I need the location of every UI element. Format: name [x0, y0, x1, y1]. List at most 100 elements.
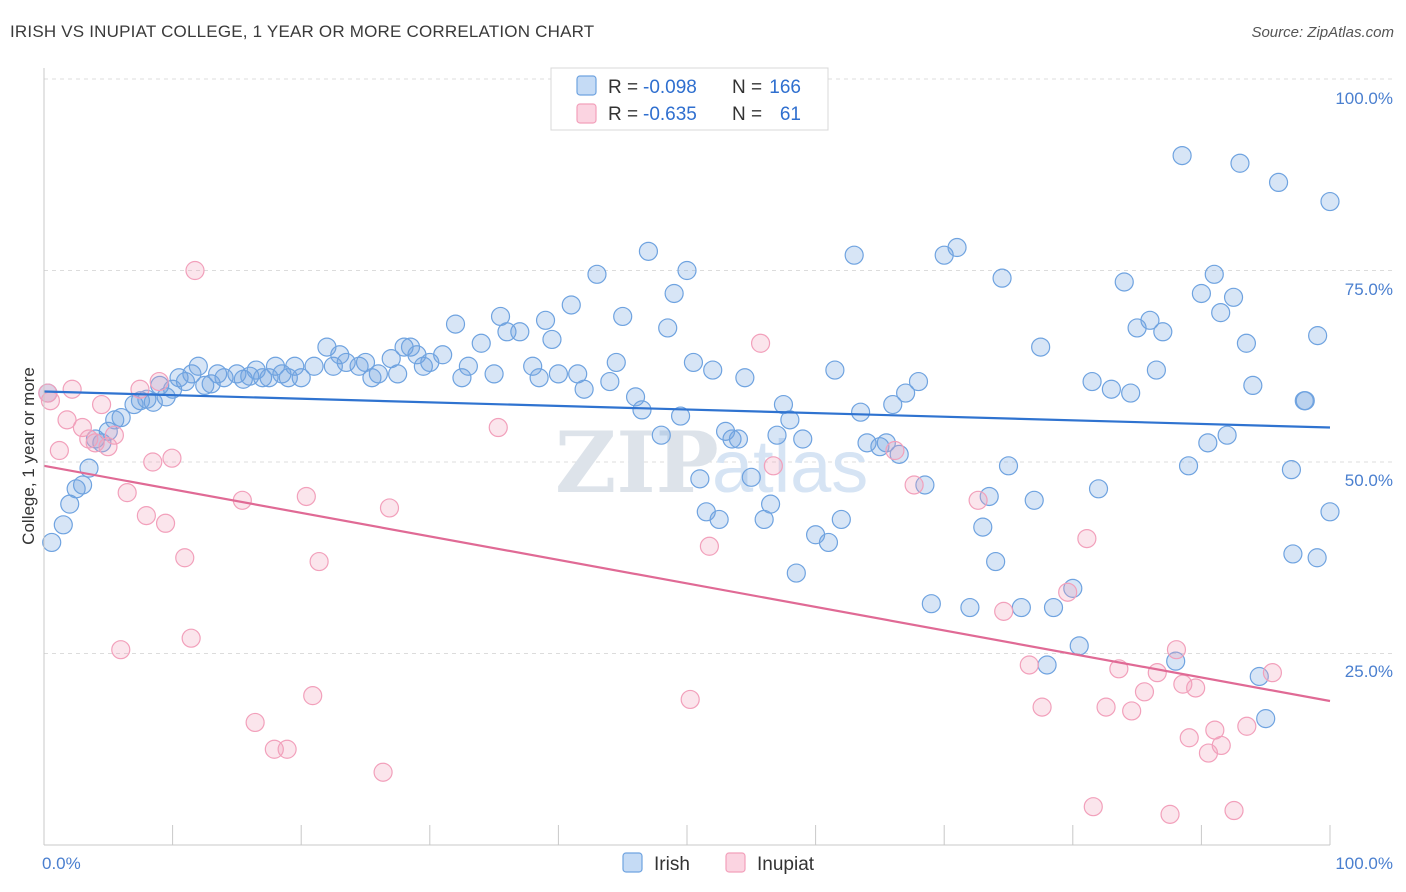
- inupiat-point: [885, 440, 905, 461]
- irish-point: [304, 356, 324, 376]
- inupiat-points: [38, 260, 1283, 824]
- irish-point: [195, 375, 215, 395]
- irish-point: [1307, 548, 1327, 568]
- irish-point: [664, 283, 684, 304]
- irish-point: [458, 356, 478, 376]
- svg-text:atlas: atlas: [712, 425, 868, 508]
- inupiat-point: [181, 628, 201, 648]
- irish-point: [767, 425, 787, 445]
- irish-point: [452, 368, 472, 388]
- inupiat-point: [296, 486, 316, 507]
- irish-point: [1043, 597, 1064, 618]
- irish-point: [709, 509, 729, 530]
- inupiat-point: [968, 490, 988, 510]
- irish-point: [1140, 310, 1160, 330]
- irish-point: [445, 314, 466, 334]
- irish-point: [638, 241, 659, 261]
- irish-point: [111, 407, 131, 428]
- inupiat-trend-line: [43, 464, 1331, 703]
- inupiat-point: [130, 379, 150, 399]
- irish-point: [651, 425, 671, 445]
- legend-n-label: N =: [732, 104, 762, 125]
- irish-point: [214, 368, 234, 388]
- irish-point: [658, 318, 678, 338]
- inupiat-legend-swatch: [576, 103, 597, 124]
- inupiat-point: [1262, 663, 1283, 683]
- inupiat-point: [38, 383, 58, 403]
- inupiat-point: [85, 433, 105, 453]
- irish-point: [915, 475, 935, 495]
- inupiat-point: [104, 425, 124, 445]
- inupiat-point: [309, 551, 329, 572]
- irish-point: [53, 515, 73, 535]
- inupiat-point: [277, 739, 297, 759]
- irish-point: [760, 494, 781, 514]
- x-tick-label: 100.0%: [1335, 854, 1393, 873]
- irish-point: [947, 237, 967, 258]
- series-legend: Irish Inupiat: [622, 852, 815, 875]
- irish-point: [741, 467, 761, 487]
- irish-point: [992, 268, 1012, 288]
- inupiat-point: [72, 417, 92, 438]
- irish-point: [484, 364, 504, 384]
- chart-title: IRISH VS INUPIAT COLLEGE, 1 YEAR OR MORE…: [10, 22, 595, 41]
- irish-point: [780, 410, 800, 430]
- irish-point: [285, 356, 305, 376]
- irish-point: [548, 364, 569, 384]
- irish-point: [1281, 460, 1302, 480]
- legend-inupiat-label: Inupiat: [757, 854, 815, 875]
- irish-point: [1031, 337, 1051, 357]
- inupiat-point: [162, 448, 182, 468]
- irish-point: [1088, 479, 1109, 499]
- irish-point: [330, 345, 350, 365]
- inupiat-point: [1224, 800, 1244, 821]
- irish-point: [1153, 322, 1173, 342]
- inupiat-point: [117, 483, 137, 503]
- inupiat-point: [111, 640, 131, 660]
- irish-point: [1320, 191, 1340, 212]
- irish-point: [388, 364, 408, 384]
- inupiat-point: [185, 260, 205, 281]
- inupiat-point: [1122, 701, 1142, 721]
- irish-point: [1268, 172, 1289, 193]
- irish-point: [42, 532, 62, 553]
- irish-point: [851, 402, 871, 422]
- inupiat-point: [49, 440, 69, 461]
- irish-point: [253, 368, 273, 388]
- irish-point: [613, 306, 633, 327]
- inupiat-point: [1077, 528, 1097, 549]
- source-label: Source: ZipAtlas.com: [1251, 24, 1394, 41]
- irish-point: [883, 394, 903, 415]
- irish-point: [1146, 360, 1166, 380]
- irish-point: [471, 333, 491, 353]
- irish-point: [683, 352, 704, 373]
- irish-point: [542, 329, 562, 350]
- irish-point: [831, 509, 851, 530]
- y-tick-label: 75.0%: [1345, 280, 1393, 299]
- legend-r-value: -0.098: [643, 77, 697, 98]
- trend-lines: [43, 390, 1331, 703]
- y-axis-title: College, 1 year or more: [19, 367, 38, 545]
- irish-point: [921, 594, 941, 614]
- y-tick-label: 25.0%: [1345, 662, 1393, 681]
- inupiat-point: [91, 394, 112, 415]
- inupiat-point: [143, 452, 163, 472]
- inupiat-point: [1134, 682, 1155, 702]
- inupiat-point: [373, 762, 393, 782]
- inupiat-point: [994, 601, 1014, 621]
- irish-point: [896, 383, 916, 403]
- zipatlas-watermark: ZIP atlas: [555, 413, 868, 512]
- irish-point: [265, 356, 286, 376]
- irish-point: [1243, 375, 1263, 395]
- irish-point: [1172, 146, 1192, 166]
- inupiat-point: [245, 712, 265, 733]
- irish-point: [1236, 333, 1257, 353]
- inupiat-point: [155, 513, 176, 533]
- irish-point: [175, 371, 196, 392]
- inupiat-point: [1237, 716, 1257, 736]
- x-tick-label: 0.0%: [42, 854, 81, 873]
- irish-point: [1082, 371, 1102, 392]
- inupiat-point: [1058, 582, 1078, 602]
- legend-r-label: R =: [608, 77, 638, 98]
